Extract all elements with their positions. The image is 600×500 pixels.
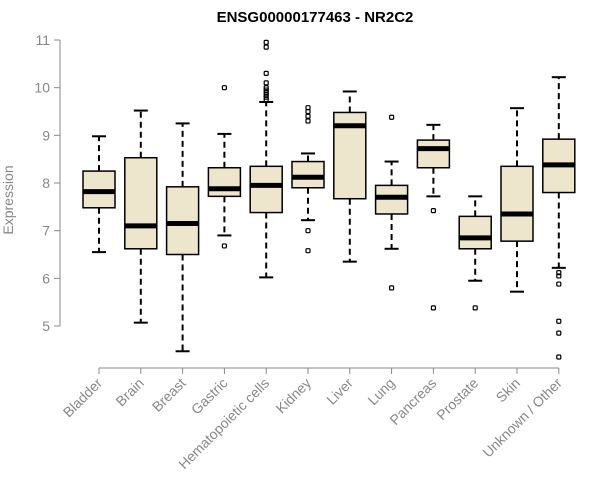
outlier-point [263, 94, 269, 100]
outlier-point [263, 80, 269, 86]
outlier-point [430, 208, 436, 214]
x-tick-label: Brain [112, 375, 146, 409]
y-tick-label: 11 [35, 32, 50, 48]
y-tick-label: 9 [42, 127, 50, 143]
box-bladder [82, 135, 116, 254]
chart-title: ENSG00000177463 - NR2C2 [217, 9, 414, 26]
y-axis: 5 6 7 8 9 10 11 [34, 32, 61, 334]
outlier-point [556, 270, 562, 276]
box-gastric [207, 85, 242, 249]
x-tick-label: Liver [323, 375, 356, 408]
x-tick-label: Kidney [273, 375, 315, 417]
outlier-point [263, 96, 269, 103]
outlier-point [263, 70, 269, 76]
box-skin [500, 107, 534, 293]
y-tick-label: 8 [42, 175, 50, 191]
box-kidney [291, 105, 325, 254]
outlier-point [305, 248, 311, 254]
x-tick-label: Breast [149, 375, 189, 415]
boxes-group [82, 39, 576, 360]
box-breast [165, 122, 200, 353]
x-tick-label: Skin [493, 375, 524, 406]
outlier-point [263, 89, 269, 96]
x-tick-label: Unknown / Other [479, 375, 565, 461]
outlier-point [389, 285, 395, 291]
box-pancreas [416, 123, 451, 311]
iqr-box [458, 215, 492, 250]
y-tick-label: 5 [42, 318, 50, 334]
outlier-point [305, 113, 311, 119]
outlier-point [556, 354, 562, 360]
x-tick-label: Lung [364, 375, 397, 408]
box-lung [374, 114, 409, 291]
outlier-point [263, 87, 269, 93]
outlier-point [263, 85, 269, 91]
outlier-point [221, 243, 227, 249]
box-liver [333, 90, 367, 263]
y-tick-label: 7 [42, 223, 50, 239]
box-hematopoietic-cells [249, 39, 283, 279]
iqr-box [500, 165, 534, 242]
outlier-point [221, 85, 227, 91]
outlier-point [556, 281, 562, 287]
y-tick-label: 6 [42, 270, 50, 286]
outlier-point [263, 39, 269, 45]
y-axis-label: Expression [0, 165, 16, 234]
outlier-point [556, 273, 562, 279]
iqr-box [291, 160, 325, 189]
box-brain [124, 109, 158, 324]
y-tick-label: 10 [34, 80, 50, 96]
outlier-point [430, 305, 436, 311]
box-unknown-other [542, 76, 576, 360]
outlier-point [305, 228, 311, 234]
outlier-point [263, 92, 269, 98]
iqr-box [165, 186, 200, 256]
outlier-point [305, 118, 311, 124]
x-tick-label: Bladder [60, 375, 106, 421]
iqr-box [207, 166, 242, 198]
outlier-point [556, 330, 562, 336]
iqr-box [416, 139, 451, 169]
outlier-point [472, 305, 478, 311]
outlier-point [305, 105, 311, 111]
outlier-point [263, 44, 269, 50]
outlier-point [389, 114, 395, 120]
box-prostate [458, 195, 492, 311]
iqr-box [124, 156, 158, 250]
iqr-box [249, 165, 283, 214]
outlier-point [556, 318, 562, 324]
x-tick-label: Prostate [433, 375, 481, 423]
